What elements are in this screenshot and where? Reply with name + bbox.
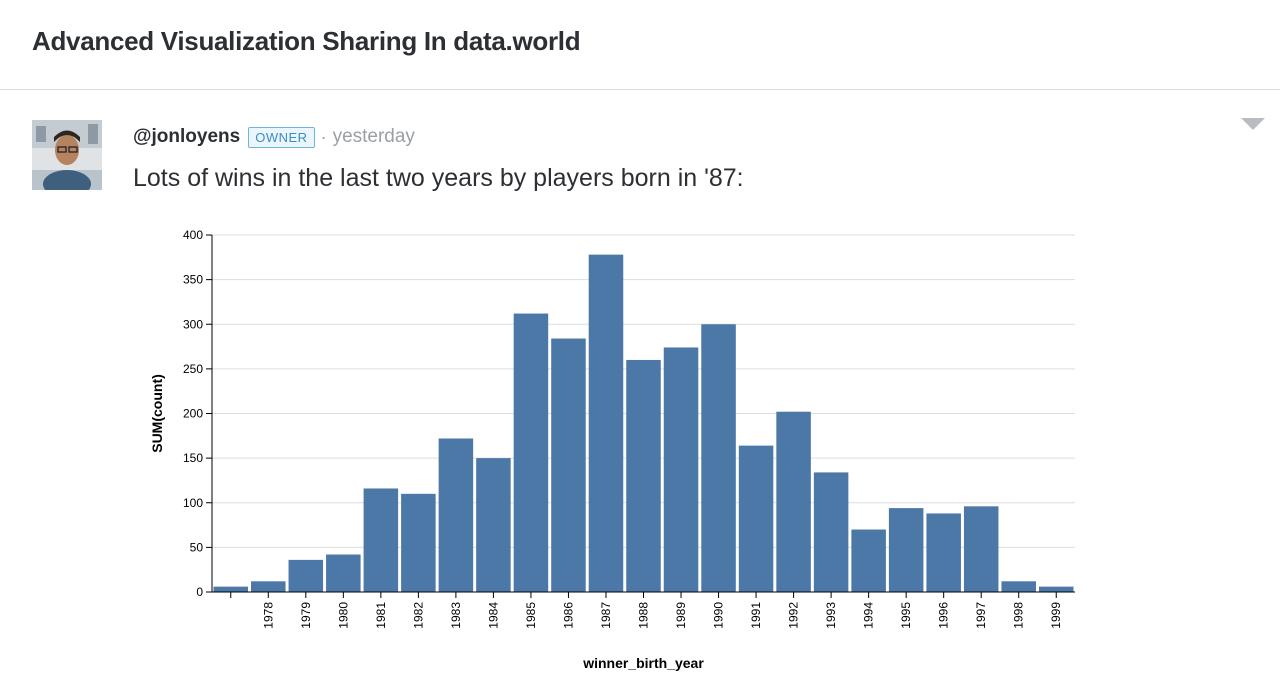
bar xyxy=(326,554,361,592)
bar xyxy=(401,493,436,592)
x-tick-label: 1989 xyxy=(674,602,688,629)
x-tick-label: 1992 xyxy=(787,602,801,629)
bar xyxy=(288,559,324,592)
x-tick-label: 1996 xyxy=(937,602,951,629)
bar xyxy=(701,324,736,592)
avatar-image xyxy=(32,120,102,190)
x-tick-label: 1980 xyxy=(336,602,350,629)
bar xyxy=(626,359,661,592)
bar xyxy=(926,513,961,592)
bar xyxy=(588,254,624,592)
x-tick-label: 1988 xyxy=(637,602,651,629)
bar xyxy=(213,586,249,592)
bar xyxy=(438,438,474,592)
x-tick-label: 1987 xyxy=(599,602,613,629)
page-title: Advanced Visualization Sharing In data.w… xyxy=(32,26,581,56)
bar xyxy=(251,581,286,592)
bar xyxy=(813,472,849,592)
y-tick-label: 150 xyxy=(183,451,203,465)
bar xyxy=(888,508,924,592)
y-tick-label: 200 xyxy=(183,407,203,421)
bar xyxy=(738,445,774,592)
x-tick-label: 1994 xyxy=(862,602,876,629)
post-timestamp[interactable]: yesterday xyxy=(332,126,415,147)
y-tick-label: 350 xyxy=(183,273,203,287)
x-tick-label: 1995 xyxy=(899,602,913,629)
bar xyxy=(851,529,886,592)
post-meta: @jonloyens OWNER · yesterday xyxy=(133,124,415,150)
y-tick-label: 300 xyxy=(183,317,203,331)
y-tick-label: 100 xyxy=(183,496,203,510)
post-text: Lots of wins in the last two years by pl… xyxy=(133,164,744,192)
x-tick-label: 1998 xyxy=(1012,602,1026,629)
bar xyxy=(963,506,999,592)
bar xyxy=(663,347,699,592)
x-tick-label: 1986 xyxy=(561,602,575,629)
y-tick-label: 400 xyxy=(183,228,203,242)
y-axis-title: SUM(count) xyxy=(149,374,165,453)
x-tick-label: 1983 xyxy=(449,602,463,629)
x-tick-label: 1990 xyxy=(712,602,726,629)
bar xyxy=(1038,586,1074,592)
x-tick-label: 1982 xyxy=(411,602,425,629)
x-tick-label: 1981 xyxy=(374,602,388,629)
x-tick-label: 1979 xyxy=(299,602,313,629)
x-axis-title: winner_birth_year xyxy=(582,655,704,671)
x-tick-label: 1993 xyxy=(824,602,838,629)
bar xyxy=(363,488,399,592)
chevron-down-icon xyxy=(1241,118,1265,130)
username-link[interactable]: @jonloyens xyxy=(133,126,241,147)
bar xyxy=(476,458,511,592)
bar xyxy=(513,313,549,592)
meta-separator: · xyxy=(320,126,327,147)
avatar[interactable] xyxy=(32,120,102,190)
post-menu-button[interactable] xyxy=(1240,116,1266,132)
x-tick-label: 1984 xyxy=(486,602,500,629)
y-tick-label: 0 xyxy=(196,585,203,599)
x-tick-label: 1999 xyxy=(1049,602,1063,629)
y-tick-label: 50 xyxy=(190,540,204,554)
bar xyxy=(776,411,811,592)
bar xyxy=(1001,581,1036,592)
page-header: Advanced Visualization Sharing In data.w… xyxy=(0,0,1280,90)
x-tick-label: 1978 xyxy=(261,602,275,629)
x-tick-label: 1997 xyxy=(974,602,988,629)
x-tick-label: 1985 xyxy=(524,602,538,629)
owner-badge: OWNER xyxy=(248,126,315,148)
y-tick-label: 250 xyxy=(183,362,203,376)
x-tick-label: 1991 xyxy=(749,602,763,629)
bar xyxy=(551,338,586,592)
